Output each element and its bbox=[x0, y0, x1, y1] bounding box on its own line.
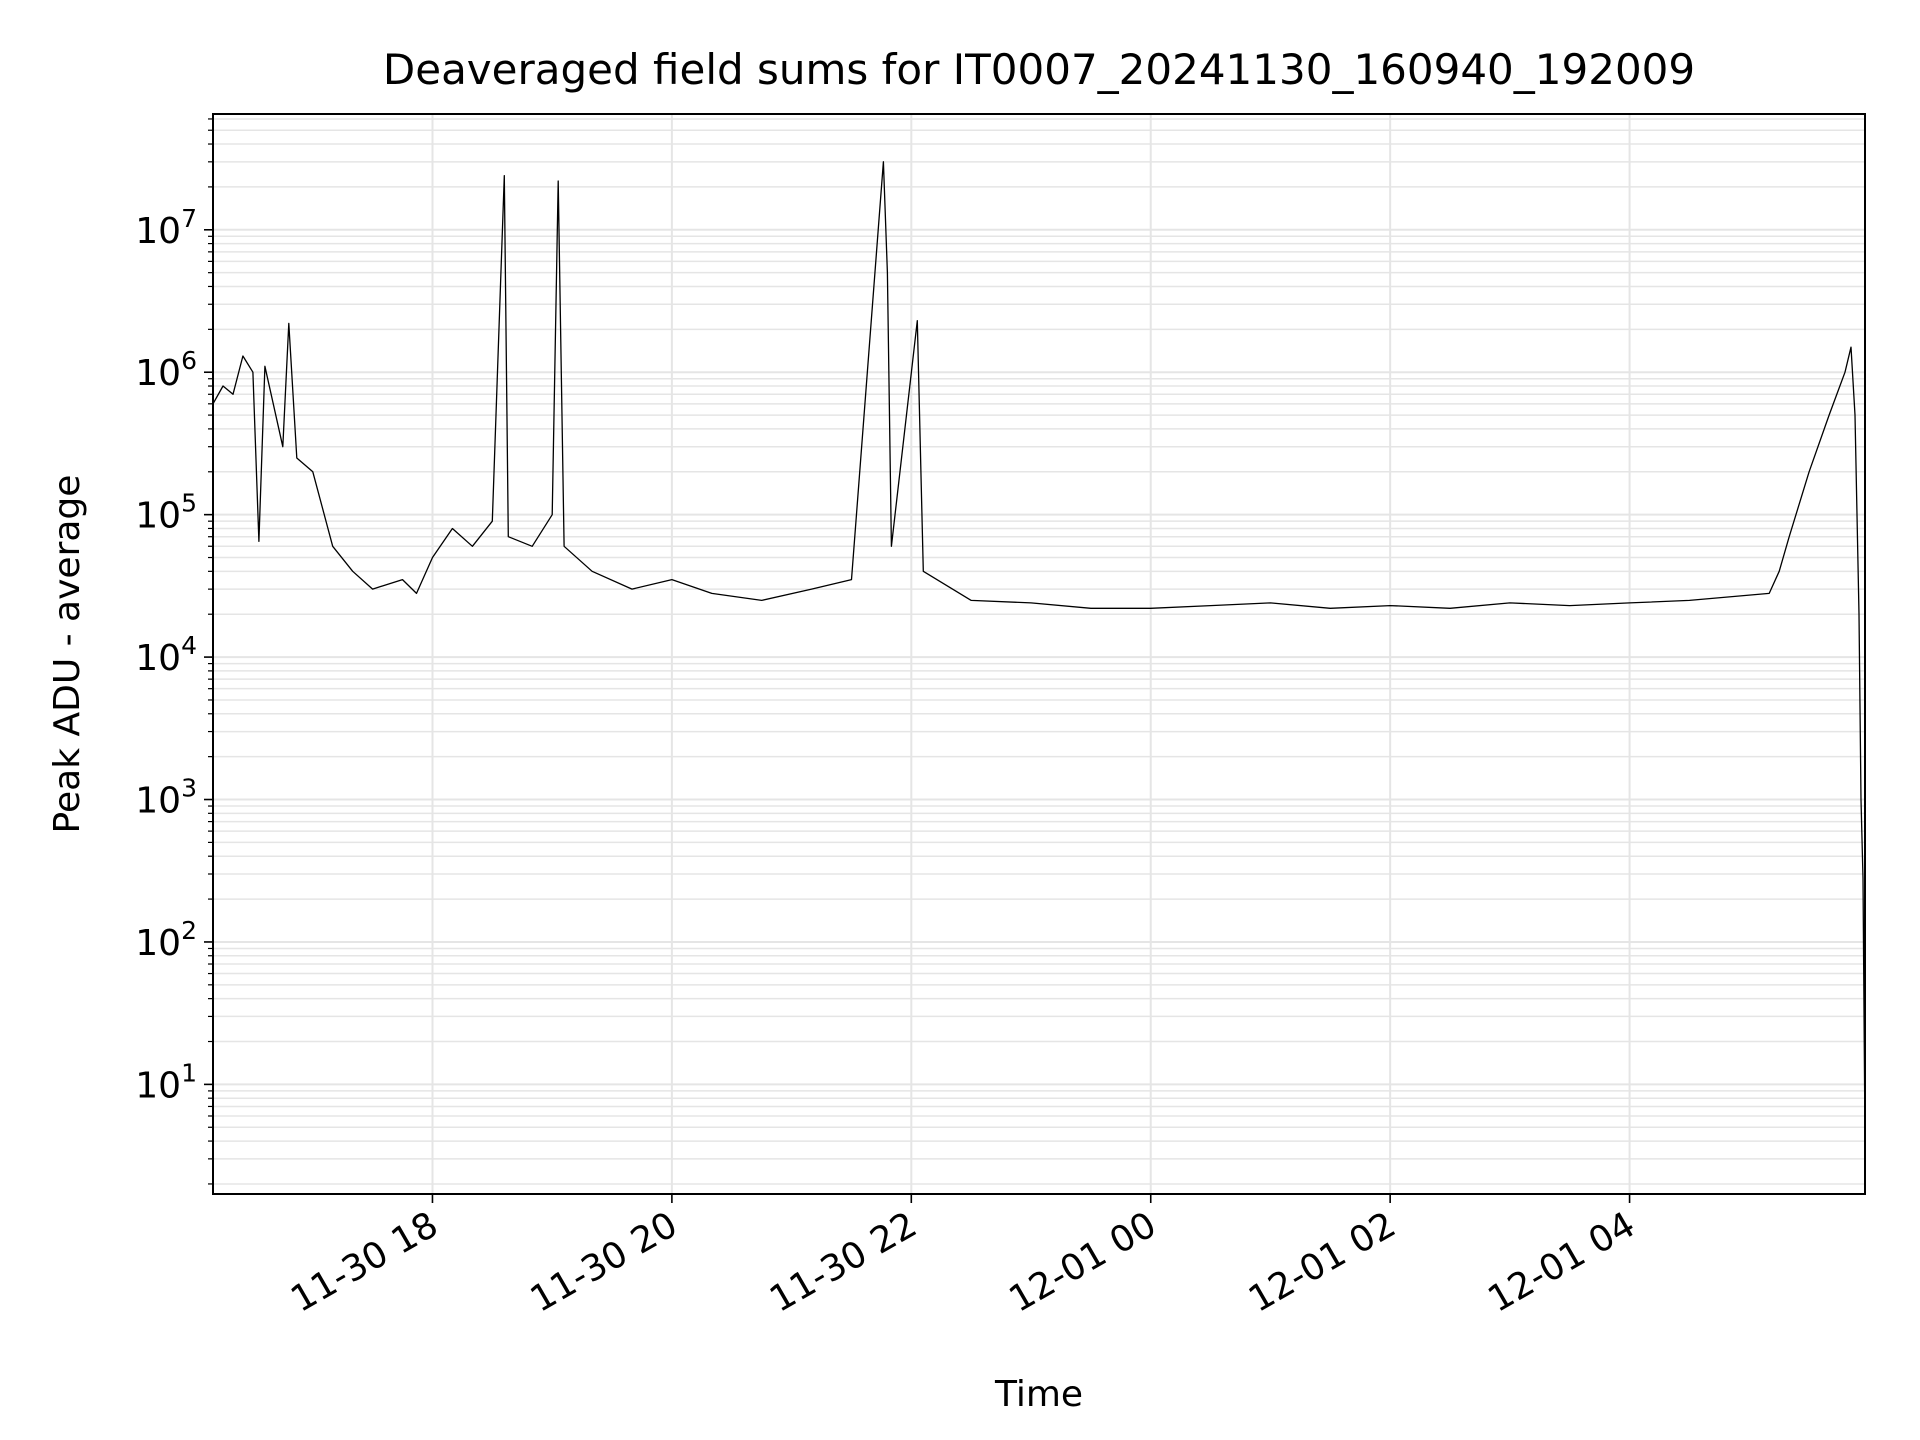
chart-title: Deaveraged field sums for IT0007_2024113… bbox=[383, 45, 1695, 94]
y-tick-label: 102 bbox=[135, 916, 197, 964]
y-tick-label: 103 bbox=[135, 774, 197, 822]
x-axis-label: Time bbox=[994, 1374, 1083, 1415]
y-tick-label: 101 bbox=[135, 1058, 197, 1106]
series-line bbox=[212, 161, 1866, 1142]
plot-frame bbox=[212, 113, 1866, 1195]
y-axis-label: Peak ADU - average bbox=[47, 475, 88, 834]
major-gridlines bbox=[213, 114, 1865, 1194]
y-axis-ticks: 101 102 103 104 105 106 107 bbox=[135, 118, 213, 1185]
y-tick-label: 106 bbox=[135, 346, 197, 394]
minor-gridlines bbox=[213, 118, 1865, 1185]
y-tick-label: 105 bbox=[135, 489, 197, 537]
y-tick-label: 104 bbox=[135, 631, 197, 679]
y-tick-label: 107 bbox=[135, 204, 197, 252]
